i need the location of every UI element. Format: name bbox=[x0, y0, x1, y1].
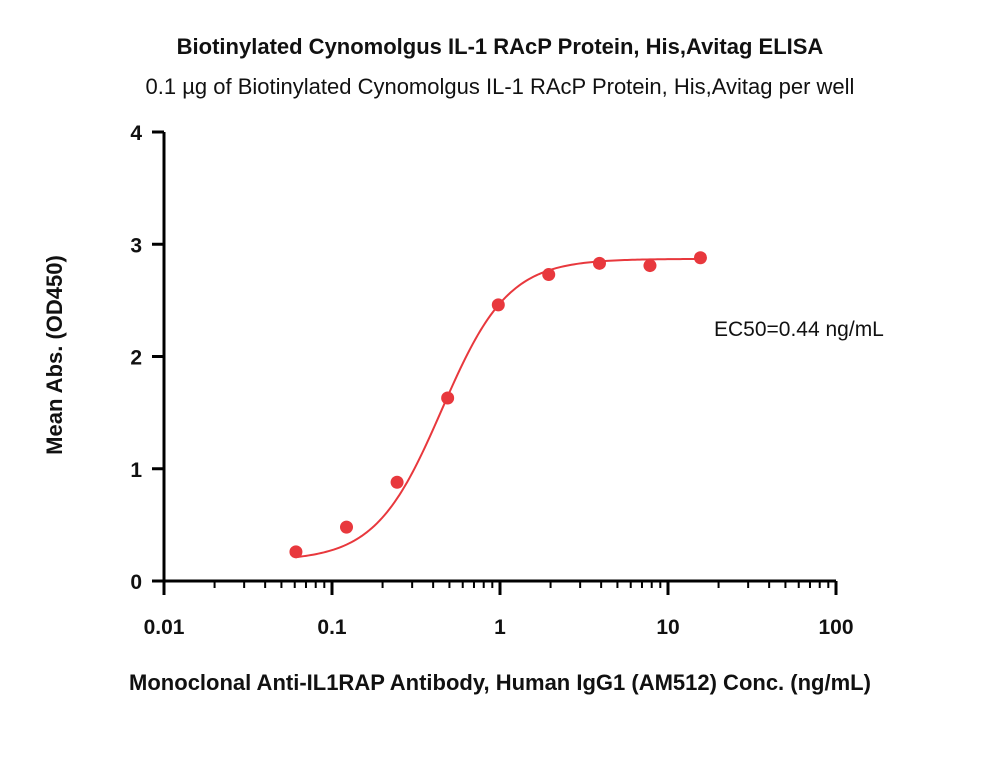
x-axis-label: Monoclonal Anti-IL1RAP Antibody, Human I… bbox=[129, 670, 871, 695]
y-tick-label: 3 bbox=[130, 234, 142, 257]
data-point bbox=[592, 256, 606, 270]
data-point bbox=[289, 545, 303, 559]
x-tick-label: 0.1 bbox=[317, 616, 347, 639]
data-point bbox=[542, 268, 556, 282]
ec50-annotation: EC50=0.44 ng/mL bbox=[714, 318, 884, 341]
data-point bbox=[441, 391, 455, 405]
data-point bbox=[693, 251, 707, 265]
chart-subtitle: 0.1 µg of Biotinylated Cynomolgus IL-1 R… bbox=[145, 74, 855, 99]
y-axis-label: Mean Abs. (OD450) bbox=[42, 255, 67, 455]
x-tick-label: 1 bbox=[494, 616, 506, 639]
x-tick-label: 100 bbox=[818, 616, 853, 639]
data-point bbox=[340, 520, 354, 534]
data-point bbox=[390, 475, 404, 489]
y-tick-label: 1 bbox=[130, 459, 142, 482]
y-tick-label: 2 bbox=[130, 347, 142, 370]
y-tick-label: 0 bbox=[130, 571, 142, 594]
data-point bbox=[491, 298, 505, 312]
chart-title: Biotinylated Cynomolgus IL-1 RAcP Protei… bbox=[176, 34, 824, 59]
data-point bbox=[643, 259, 657, 273]
x-tick-label: 10 bbox=[656, 616, 679, 639]
y-tick-label: 4 bbox=[130, 122, 142, 145]
x-tick-label: 0.01 bbox=[144, 616, 185, 639]
